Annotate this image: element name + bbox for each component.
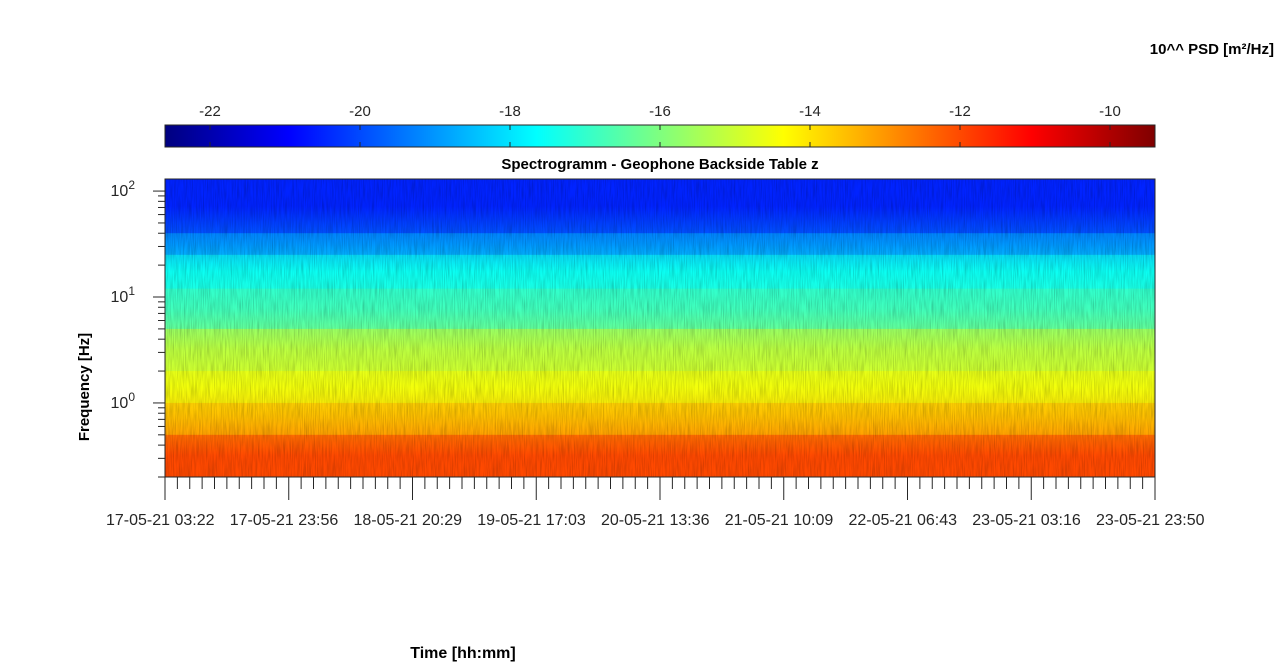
colorbar-tick-labels: -22 -20 -18 -16 -14 -12 -10 xyxy=(199,103,1121,120)
colorbar-title: 10^^ PSD [m²/Hz] xyxy=(1150,41,1274,58)
colorbar-tick-label: -10 xyxy=(1099,103,1121,120)
colorbar-tick-label: -14 xyxy=(799,103,821,120)
colorbar-tick-label: -18 xyxy=(499,103,521,120)
colorbar-tick-label: -16 xyxy=(649,103,671,120)
x-axis-label: Time [hh:mm] xyxy=(410,645,515,662)
x-tick-label: 23-05-21 23:50 xyxy=(1096,512,1205,529)
x-tick-label: 19-05-21 17:03 xyxy=(477,512,586,529)
chart-title: Spectrogramm - Geophone Backside Table z xyxy=(501,156,818,173)
x-tick-label: 21-05-21 10:09 xyxy=(725,512,834,529)
y-tick-label: 101 xyxy=(111,284,136,306)
x-axis: 17-05-21 03:22 17-05-21 23:56 18-05-21 20:… xyxy=(106,477,1205,529)
y-axis: 100 101 102 xyxy=(111,178,165,478)
x-tick-label: 23-05-21 03:16 xyxy=(972,512,1081,529)
x-tick-label: 22-05-21 06:43 xyxy=(849,512,958,529)
y-tick-label: 102 xyxy=(111,178,136,200)
x-tick-label: 17-05-21 03:22 xyxy=(106,512,215,529)
x-tick-label: 20-05-21 13:36 xyxy=(601,512,710,529)
colorbar-tick-label: -20 xyxy=(349,103,371,120)
spectrogram-image xyxy=(164,178,1156,478)
x-tick-label: 18-05-21 20:29 xyxy=(354,512,463,529)
y-tick-label: 100 xyxy=(111,390,136,412)
x-tick-label: 17-05-21 23:56 xyxy=(230,512,339,529)
colorbar-ticks xyxy=(209,125,1111,147)
colorbar-tick-label: -12 xyxy=(949,103,971,120)
y-axis-label: Frequency [Hz] xyxy=(76,333,93,441)
colorbar-tick-label: -22 xyxy=(199,103,221,120)
